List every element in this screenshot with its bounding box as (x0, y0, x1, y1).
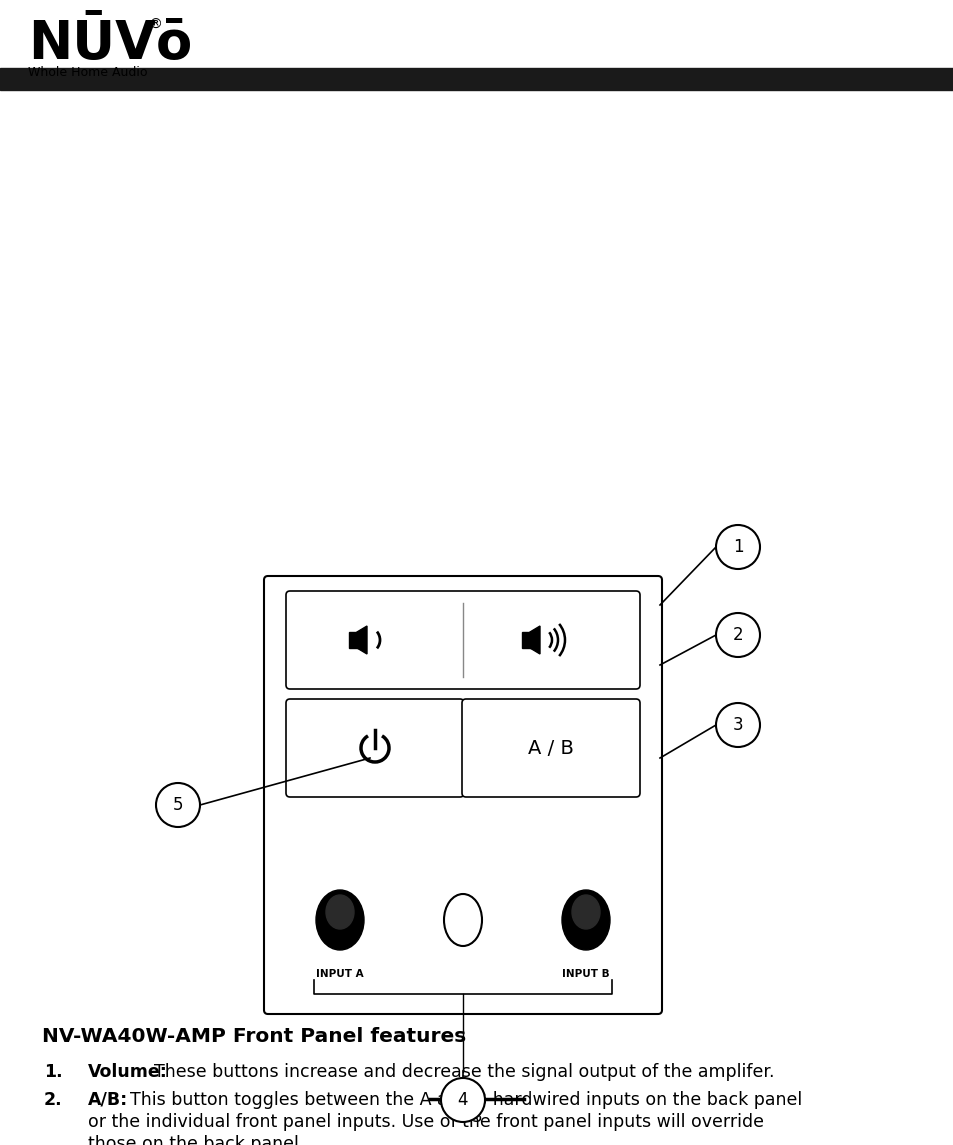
Text: 4: 4 (457, 1091, 468, 1110)
Bar (521, 632, 532, 648)
Text: 3: 3 (732, 716, 742, 734)
Circle shape (716, 703, 760, 747)
FancyBboxPatch shape (286, 698, 463, 797)
Circle shape (716, 613, 760, 657)
FancyBboxPatch shape (286, 591, 639, 689)
Text: ®: ® (148, 18, 162, 32)
Text: 1.: 1. (44, 1063, 63, 1081)
Text: INPUT B: INPUT B (561, 969, 609, 979)
Text: 2.: 2. (44, 1091, 63, 1110)
Ellipse shape (572, 895, 599, 929)
Text: NV-WA40W-AMP Front Panel features: NV-WA40W-AMP Front Panel features (42, 1027, 466, 1047)
Polygon shape (530, 626, 539, 654)
Circle shape (156, 783, 200, 827)
Text: or the individual front panel inputs. Use of the front panel inputs will overrid: or the individual front panel inputs. Us… (88, 1113, 763, 1131)
Text: INPUT A: INPUT A (315, 969, 363, 979)
FancyBboxPatch shape (461, 698, 639, 797)
Text: These buttons increase and decrease the signal output of the amplifer.: These buttons increase and decrease the … (142, 1063, 773, 1081)
Circle shape (716, 526, 760, 569)
Bar (0, 68, 953, 90)
Text: 2: 2 (732, 626, 742, 643)
Text: This button toggles between the A and B hardwired inputs on the back panel: This button toggles between the A and B … (119, 1091, 801, 1110)
Circle shape (440, 1077, 484, 1122)
Text: A / B: A / B (528, 739, 574, 758)
FancyBboxPatch shape (264, 576, 661, 1014)
Bar (349, 632, 358, 648)
Ellipse shape (443, 894, 481, 946)
Text: A/B:: A/B: (88, 1091, 128, 1110)
Text: Whole Home Audio: Whole Home Audio (28, 66, 148, 79)
Text: NŪVō: NŪVō (435, 609, 490, 627)
Polygon shape (356, 626, 367, 654)
Text: NŪVō: NŪVō (28, 18, 193, 70)
Text: 3: 3 (471, 1108, 482, 1126)
Text: 1: 1 (732, 538, 742, 556)
Ellipse shape (326, 895, 354, 929)
Text: 5: 5 (172, 796, 183, 814)
Text: Volume:: Volume: (88, 1063, 168, 1081)
Text: those on the back panel.: those on the back panel. (88, 1135, 304, 1145)
Ellipse shape (315, 890, 364, 950)
Ellipse shape (561, 890, 609, 950)
